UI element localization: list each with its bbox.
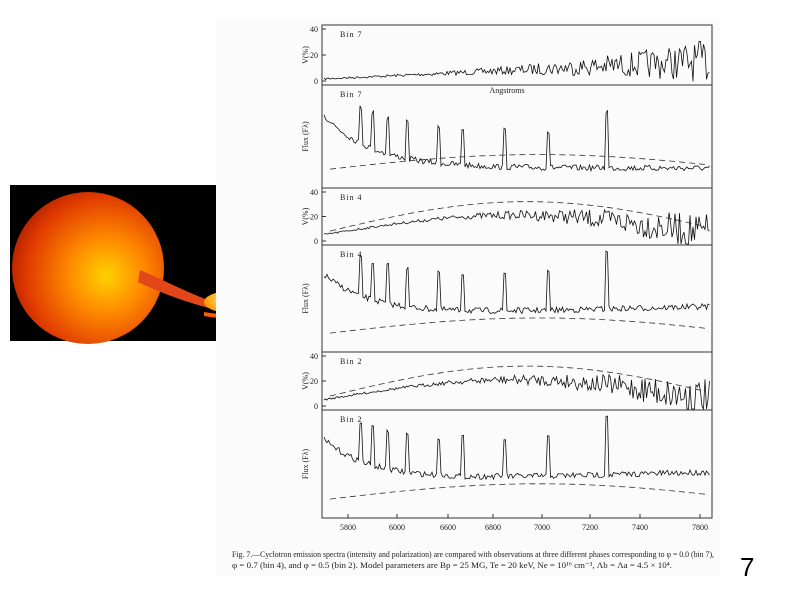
spectrum-trace bbox=[323, 250, 710, 315]
page-number: 7 bbox=[740, 552, 755, 582]
panel-label: Bin 2 bbox=[340, 357, 363, 366]
axis-label: V(%) bbox=[301, 46, 310, 64]
x-tick-label: 7400 bbox=[632, 523, 648, 532]
axis-label: Flux (Fλ) bbox=[301, 283, 310, 314]
y-tick-label: 40 bbox=[310, 352, 318, 361]
panel-label: Bin 2 bbox=[340, 415, 363, 424]
y-tick-label: 20 bbox=[310, 51, 318, 60]
spectrum-trace bbox=[323, 40, 710, 82]
y-tick-label: 0 bbox=[314, 77, 318, 86]
x-tick-label: 6000 bbox=[389, 523, 405, 532]
caption-line: φ = 0.7 (bin 4), and φ = 0.5 (bin 2). Mo… bbox=[232, 560, 672, 570]
model-curve bbox=[329, 317, 707, 334]
x-tick-label: 6600 bbox=[440, 523, 456, 532]
x-axis-label: Angstroms bbox=[489, 86, 524, 95]
figure-scan bbox=[216, 18, 720, 576]
axis-label: Flux (Fλ) bbox=[301, 121, 310, 152]
spectrum-trace bbox=[323, 373, 710, 411]
caption-line: Fig. 7.—Cyclotron emission spectra (inte… bbox=[232, 549, 714, 559]
model-curve bbox=[329, 365, 707, 397]
y-tick-label: 40 bbox=[310, 25, 318, 34]
axis-label: V(%) bbox=[301, 207, 310, 225]
spectrum-trace bbox=[323, 208, 710, 245]
panel-frame bbox=[321, 409, 713, 519]
y-tick-label: 40 bbox=[310, 188, 318, 197]
axis-label: V(%) bbox=[301, 372, 310, 390]
x-tick-label: 5800 bbox=[340, 523, 356, 532]
spectrum-trace bbox=[323, 415, 710, 481]
y-tick-label: 0 bbox=[314, 402, 318, 411]
model-curve bbox=[329, 154, 707, 170]
panel-label: Bin 4 bbox=[340, 193, 363, 202]
panel-label: Bin 7 bbox=[340, 90, 363, 99]
x-tick-label: 7000 bbox=[534, 523, 550, 532]
model-curve bbox=[329, 483, 707, 500]
y-tick-label: 20 bbox=[310, 213, 318, 222]
model-curve bbox=[329, 201, 707, 232]
y-tick-label: 20 bbox=[310, 377, 318, 386]
x-tick-label: 6800 bbox=[485, 523, 501, 532]
panel-label: Bin 7 bbox=[340, 30, 363, 39]
axis-label: Flux (Fλ) bbox=[301, 449, 310, 480]
panel-label: Bin 4 bbox=[340, 250, 363, 259]
x-tick-label: 7200 bbox=[582, 523, 598, 532]
figure: Bin 7 V(%) 40 20 0 Bin 7 Flux (Fλ) Bin 4 V(%) 40 2… bbox=[232, 24, 714, 570]
x-tick-label: 7800 bbox=[692, 523, 708, 532]
y-tick-label: 0 bbox=[314, 237, 318, 246]
spectrum-trace bbox=[323, 105, 710, 173]
